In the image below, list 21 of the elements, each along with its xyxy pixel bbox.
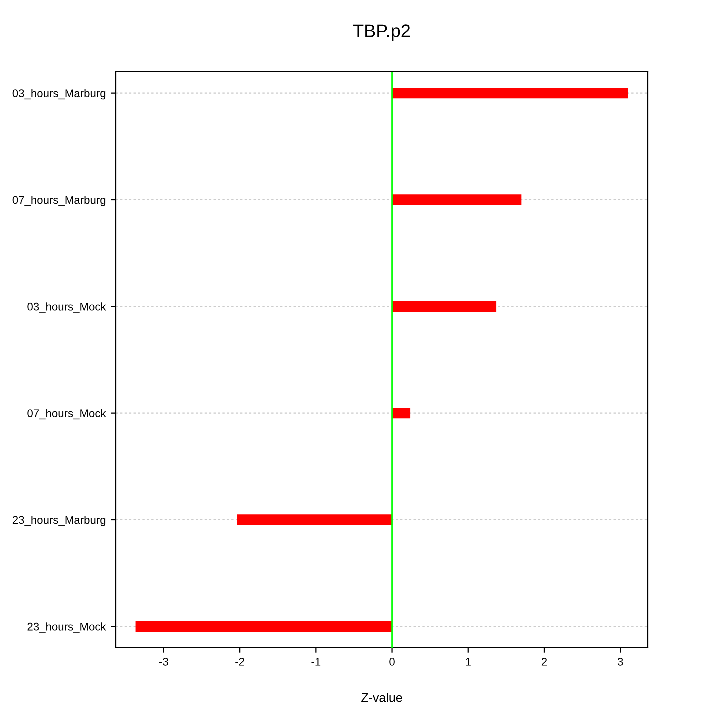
bar [392, 88, 628, 99]
bar [136, 621, 392, 632]
y-tick-label: 07_hours_Marburg [12, 196, 106, 206]
y-tick-label: 07_hours_Mock [28, 409, 106, 420]
bar [392, 301, 497, 312]
y-tick-label: 03_hours_Mock [28, 302, 106, 313]
bar [392, 194, 522, 206]
x-tick-label: 3 [618, 658, 624, 666]
x-tick-label: 2 [542, 658, 548, 666]
x-tick-label: 1 [466, 658, 471, 666]
y-tick-label: 03_hours_Marburg [12, 89, 106, 100]
x-tick-label: 0 [390, 658, 395, 666]
y-tick-label: 23_hours_Marburg [12, 516, 106, 526]
y-tick-label: 23_hours_Mock [28, 622, 106, 633]
bar [237, 514, 392, 526]
chart-title: TBP.p2 [353, 24, 410, 42]
x-tick-label: -3 [160, 658, 168, 666]
x-tick-label: -1 [312, 658, 321, 666]
bar [392, 408, 411, 419]
x-axis-title: Z-value [362, 693, 402, 702]
x-tick-label: -2 [236, 658, 244, 666]
